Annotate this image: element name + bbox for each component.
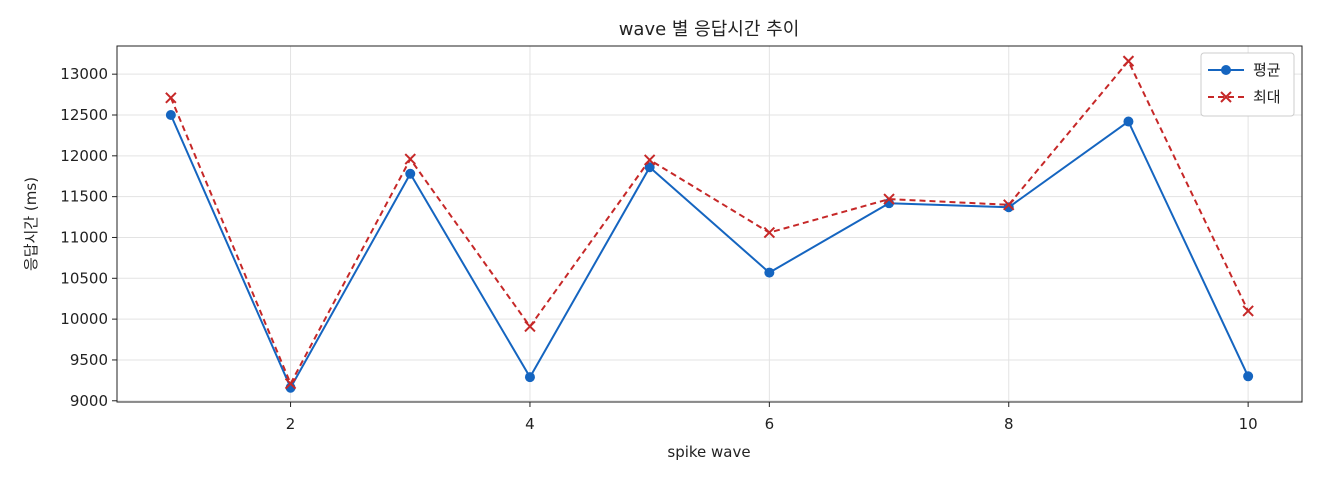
y-tick-label: 9000 — [70, 392, 108, 410]
x-tick-label: 4 — [525, 415, 535, 433]
data-point-max — [1122, 55, 1135, 67]
x-axis-label: spike wave — [667, 443, 750, 461]
y-tick-label: 11500 — [60, 188, 108, 206]
data-point-avg — [524, 372, 535, 383]
data-point-avg — [764, 267, 775, 278]
data-point-max — [404, 153, 416, 165]
plot-frame — [116, 45, 1303, 403]
x-tick-label: 8 — [1004, 415, 1014, 433]
data-point-avg — [165, 109, 176, 120]
y-tick-label: 12000 — [60, 147, 108, 165]
legend-marker-max — [1220, 91, 1232, 103]
series-line-avg — [169, 114, 1250, 389]
series-layer — [165, 55, 1254, 393]
y-tick-label: 9500 — [70, 351, 108, 369]
y-tick-label: 10500 — [60, 269, 108, 287]
data-point-max — [1242, 305, 1254, 317]
y-tick-label: 12500 — [60, 106, 108, 124]
data-point-max — [284, 377, 297, 390]
x-tick-label: 10 — [1239, 415, 1258, 433]
legend-marker-avg — [1221, 65, 1231, 75]
y-tick-label: 10000 — [60, 310, 108, 328]
legend-label-max: 최대 — [1253, 88, 1281, 106]
x-tick-label: 6 — [765, 415, 775, 433]
data-point-avg — [644, 162, 655, 173]
y-tick-label: 11000 — [60, 228, 108, 246]
data-point-max — [883, 193, 895, 205]
grid — [117, 46, 1302, 402]
y-tick-label: 13000 — [60, 65, 108, 83]
data-point-avg — [1243, 371, 1254, 382]
y-axis-label: 응답시간 (ms) — [22, 177, 40, 271]
legend: 평균 최대 — [1200, 52, 1295, 117]
x-tick-label: 2 — [286, 415, 296, 433]
data-point-max — [165, 92, 177, 104]
data-point-max — [643, 154, 656, 166]
data-point-max — [763, 226, 776, 239]
y-axis: 9000 9500 10000 10500 11000 11500 12000 12500 13… — [60, 65, 117, 410]
chart-title: wave 별 응답시간 추이 — [619, 19, 800, 40]
data-point-avg — [1003, 202, 1014, 213]
data-point-avg — [1123, 116, 1134, 127]
legend-label-avg: 평균 — [1253, 61, 1281, 79]
data-point-avg — [405, 168, 416, 179]
series-line-max — [169, 60, 1250, 385]
data-point-max — [524, 320, 536, 333]
x-axis: 2 4 6 8 10 — [286, 402, 1258, 433]
data-point-max — [1003, 199, 1015, 211]
